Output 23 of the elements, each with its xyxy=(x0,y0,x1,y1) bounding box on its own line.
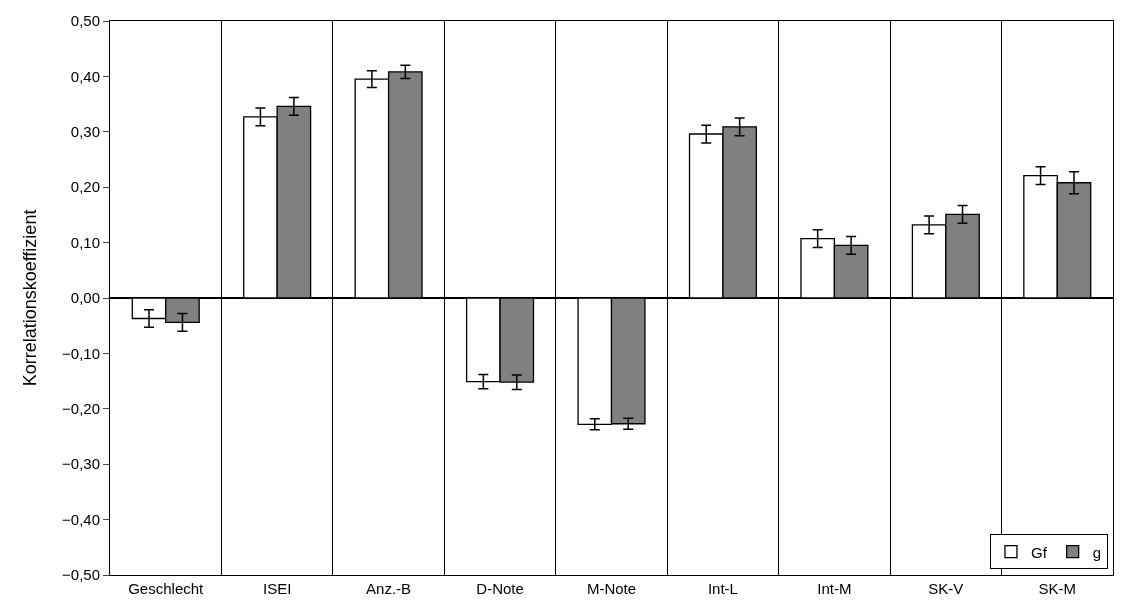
y-axis-title: Korrelationskoeffizient xyxy=(20,209,41,387)
y-tick-label: −0,40 xyxy=(62,510,100,528)
x-tick-label: Int-M xyxy=(817,580,852,597)
x-tick-label: Geschlecht xyxy=(128,580,205,597)
x-tick-label: D-Note xyxy=(476,580,524,597)
y-tick-label: −0,10 xyxy=(62,344,100,362)
x-tick-label: SK-M xyxy=(1038,580,1077,597)
legend-label: Gf xyxy=(1030,543,1048,561)
y-tick-label: 0,10 xyxy=(70,233,100,251)
y-tick-label: 0,30 xyxy=(70,123,100,141)
y-tick-label: 0,40 xyxy=(70,67,100,85)
y-tick-label: 0,20 xyxy=(70,178,100,196)
y-tick-label: −0,20 xyxy=(62,400,100,418)
x-tick-label: ISEI xyxy=(262,580,292,597)
y-tick-label: −0,30 xyxy=(62,455,100,473)
y-tick-label: 0,00 xyxy=(70,289,100,307)
x-tick-label: M-Note xyxy=(586,580,637,597)
x-tick-label: Anz.-B xyxy=(366,580,412,597)
y-tick-label: 0,50 xyxy=(70,12,100,30)
x-tick-label: SK-V xyxy=(928,580,964,597)
y-tick-label: −0,50 xyxy=(62,566,100,584)
legend-label: g xyxy=(1092,543,1101,561)
x-tick-label: Int-L xyxy=(707,580,738,597)
